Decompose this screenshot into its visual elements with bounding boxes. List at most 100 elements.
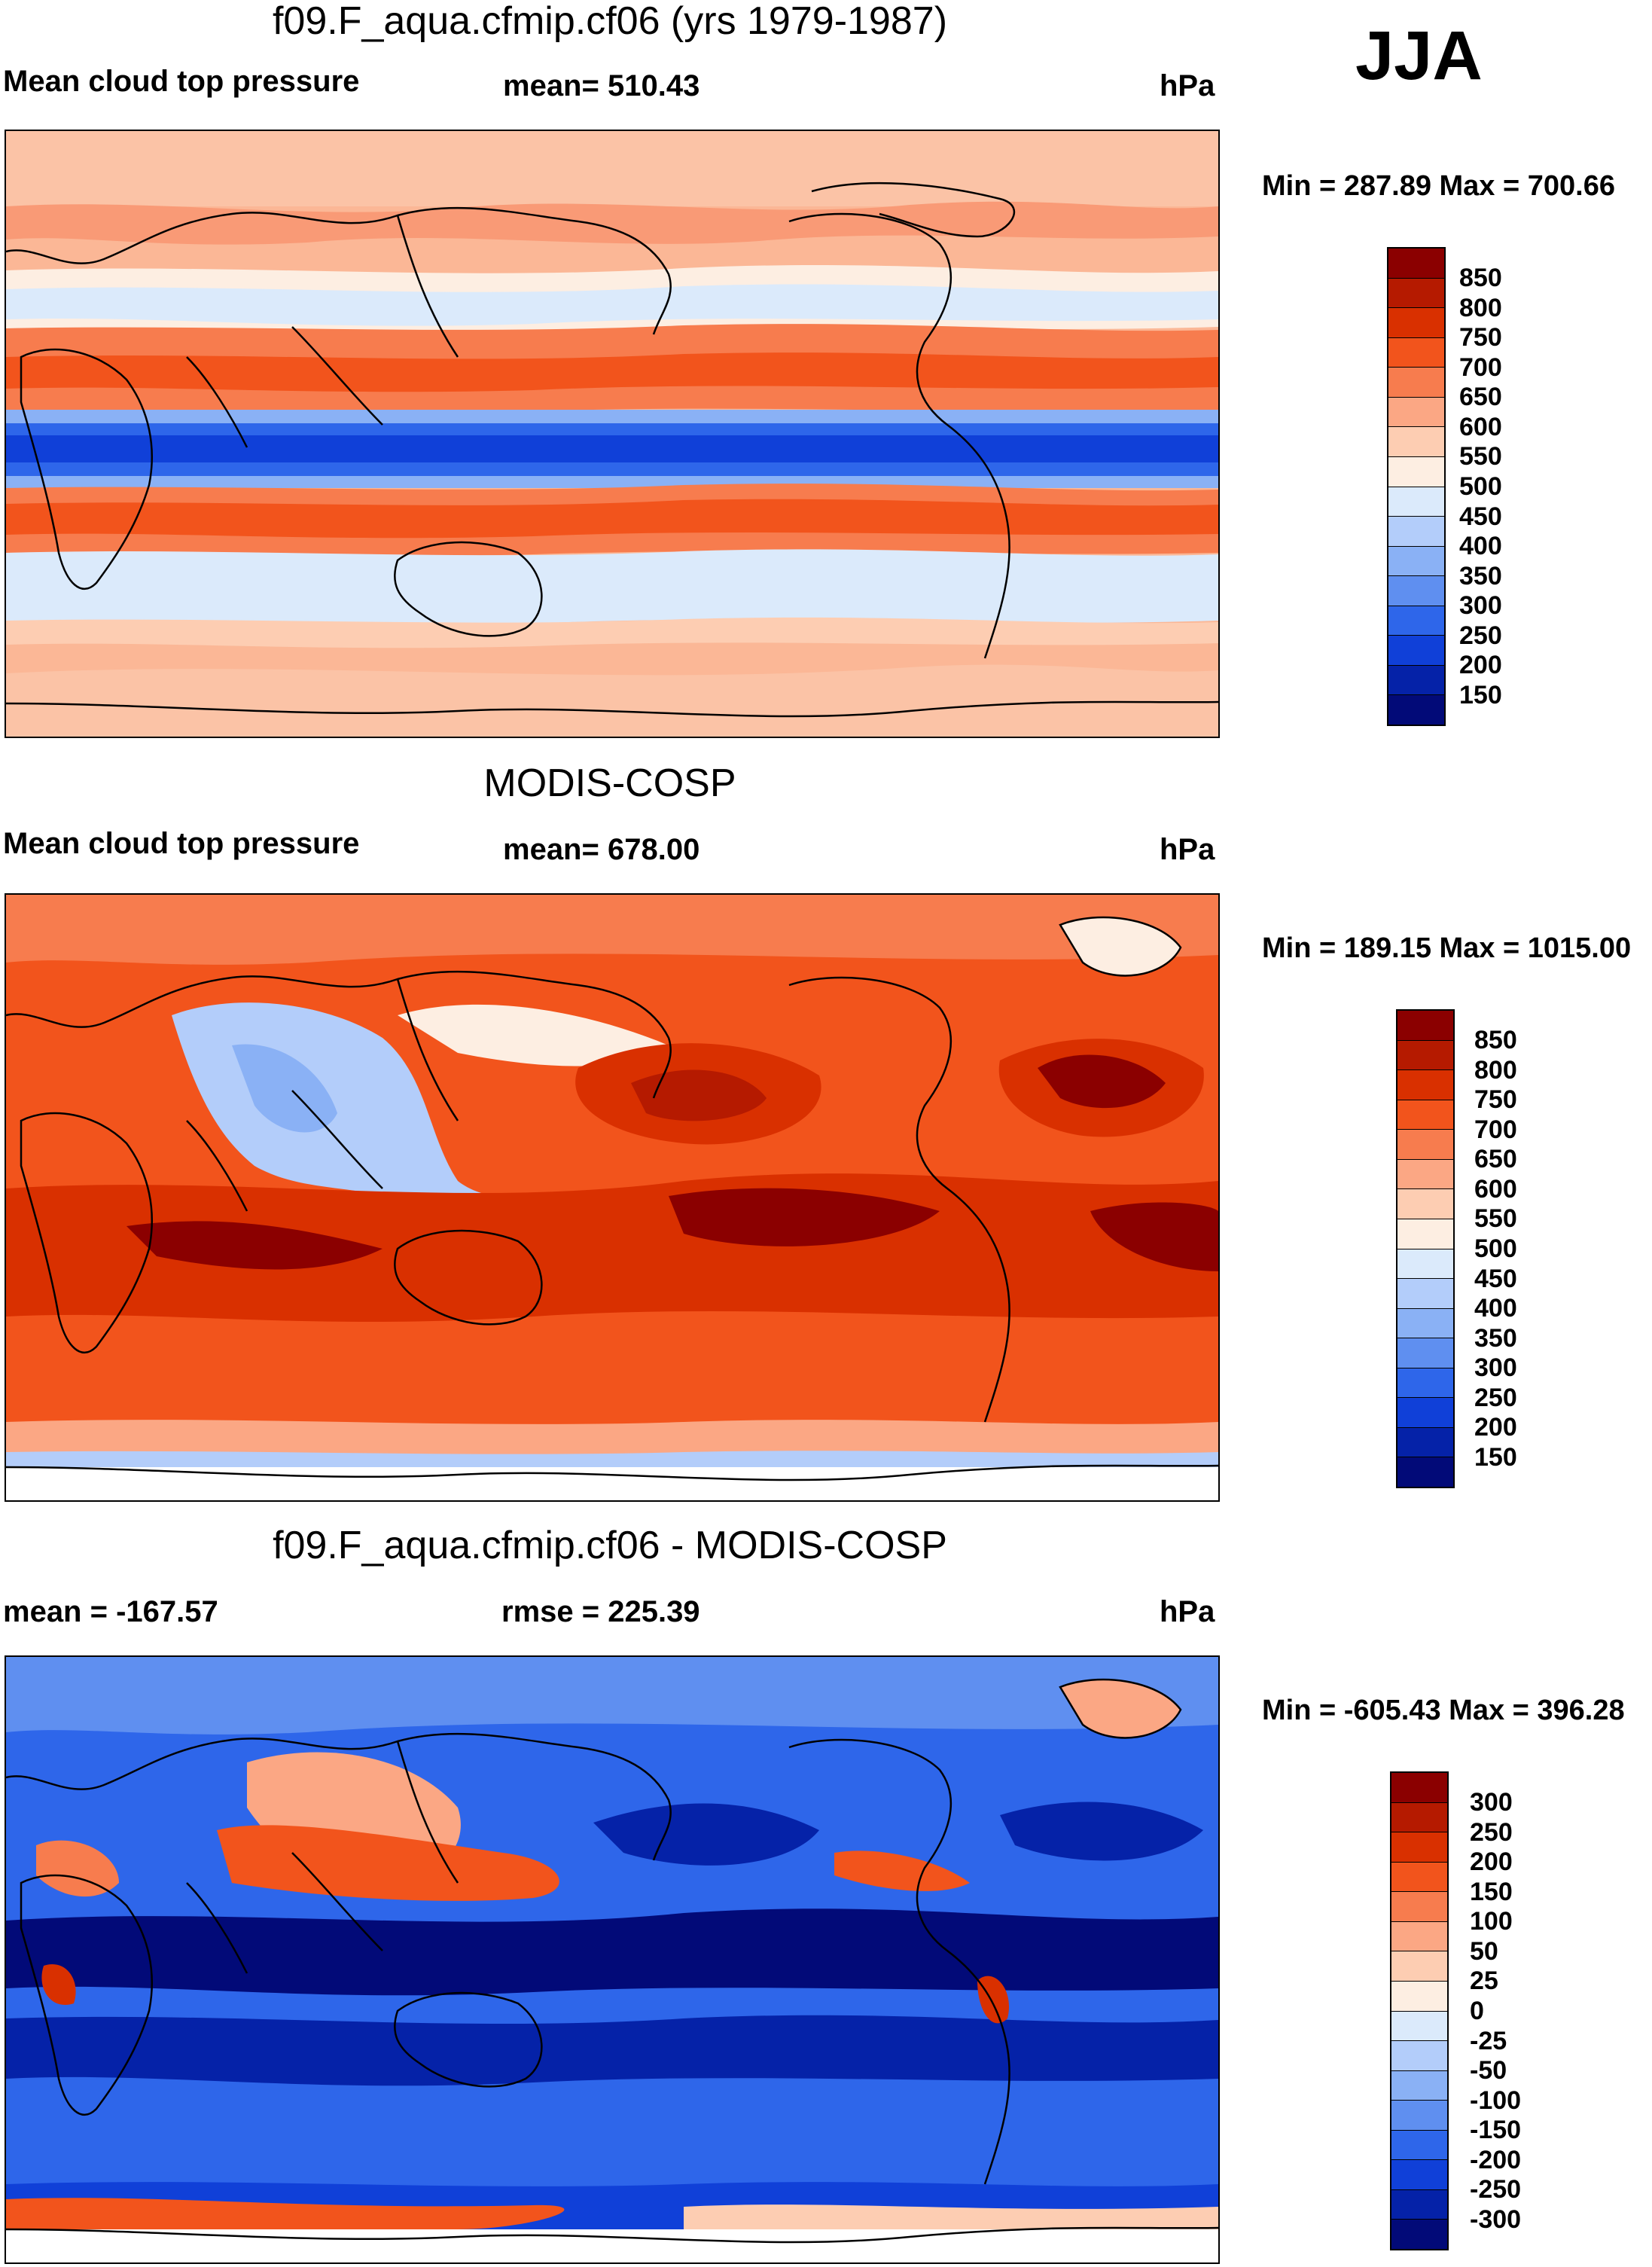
colorbar-swatch: [1391, 1773, 1447, 1803]
colorbar-swatch: [1388, 487, 1444, 517]
colorbar-swatch: [1391, 1862, 1447, 1893]
panel-1-units: hPa: [1160, 69, 1215, 102]
panel-1-map: [5, 130, 1220, 738]
colorbar-swatch: [1388, 427, 1444, 457]
panel-3-title: f09.F_aqua.cfmip.cf06 - MODIS-COSP: [273, 1524, 947, 1567]
colorbar-swatch: [1388, 606, 1444, 636]
panel-3-colorbar-ticks: 300 250 200 150 100 50 25 0 -25 -50 -100 -150 -200 -2…: [1470, 1789, 1521, 2232]
panel-3-contour-field: [6, 1657, 1218, 2262]
colorbar-tick-label: 800: [1459, 293, 1502, 322]
colorbar-tick-label: 750: [1459, 323, 1502, 352]
panel-3-units: hPa: [1160, 1595, 1215, 1628]
colorbar-tick-label: -300: [1470, 2204, 1522, 2234]
panel-2-mean: mean= 678.00: [503, 833, 700, 866]
panel-3-map: [5, 1655, 1220, 2264]
colorbar-tick-label: 700: [1474, 1115, 1517, 1144]
colorbar-tick-label: 150: [1474, 1442, 1517, 1472]
colorbar-swatch: [1388, 456, 1444, 487]
colorbar-swatch: [1388, 665, 1444, 696]
colorbar-swatch: [1391, 2041, 1447, 2071]
colorbar-swatch: [1388, 368, 1444, 398]
colorbar-tick-label: 550: [1474, 1204, 1517, 1234]
panel-2-units: hPa: [1160, 833, 1215, 866]
colorbar-swatch: [1391, 2011, 1447, 2042]
colorbar-swatch: [1397, 1100, 1453, 1130]
colorbar-tick-label: 800: [1474, 1055, 1517, 1085]
colorbar-swatch: [1397, 1368, 1453, 1399]
colorbar-tick-label: 650: [1474, 1145, 1517, 1174]
colorbar-swatch: [1397, 1130, 1453, 1160]
colorbar-swatch: [1391, 2160, 1447, 2190]
panel-1-title: f09.F_aqua.cfmip.cf06 (yrs 1979-1987): [272, 0, 948, 43]
colorbar-tick-label: 600: [1459, 412, 1502, 441]
colorbar-tick-label: 150: [1459, 680, 1502, 709]
panel-3-minmax: Min = -605.43 Max = 396.28: [1262, 1695, 1625, 1726]
panel-2-left-label: Mean cloud top pressure: [3, 827, 360, 860]
colorbar-swatch: [1391, 1802, 1447, 1833]
colorbar-tick-label: 550: [1459, 442, 1502, 471]
colorbar-swatch: [1397, 1338, 1453, 1368]
colorbar-tick-label: 850: [1459, 264, 1502, 292]
panel-1-mean: mean= 510.43: [503, 69, 700, 102]
colorbar-tick-label: 200: [1459, 651, 1502, 680]
colorbar-swatch: [1391, 2189, 1447, 2220]
colorbar-tick-label: 250: [1474, 1383, 1517, 1412]
colorbar-swatch: [1397, 1308, 1453, 1339]
colorbar-swatch: [1391, 1981, 1447, 2012]
colorbar-tick-label: -50: [1470, 2056, 1507, 2085]
colorbar-swatch: [1397, 1279, 1453, 1309]
colorbar-tick-label: 50: [1470, 1936, 1498, 1966]
colorbar-swatch: [1391, 1951, 1447, 1982]
colorbar-tick-label: -150: [1470, 2116, 1522, 2145]
colorbar-swatch: [1391, 2220, 1447, 2249]
colorbar-swatch: [1397, 1219, 1453, 1249]
colorbar-swatch: [1391, 1832, 1447, 1863]
colorbar-swatch: [1388, 517, 1444, 547]
panel-2-contour-field: [6, 895, 1218, 1500]
colorbar-tick-label: 500: [1474, 1234, 1517, 1263]
colorbar-tick-label: 0: [1470, 1996, 1484, 2025]
panel-2-colorbar: [1396, 1009, 1455, 1488]
colorbar-tick-label: 400: [1474, 1294, 1517, 1323]
colorbar-tick-label: -200: [1470, 2145, 1522, 2174]
panel-3-mean: mean = -167.57: [3, 1595, 218, 1628]
colorbar-swatch: [1397, 1159, 1453, 1190]
panel-3-rmse: rmse = 225.39: [501, 1595, 700, 1628]
colorbar-swatch: [1397, 1457, 1453, 1487]
colorbar-swatch: [1397, 1011, 1453, 1041]
colorbar-swatch: [1388, 546, 1444, 577]
panel-1-coastlines: [6, 182, 1218, 718]
colorbar-swatch: [1391, 2130, 1447, 2161]
colorbar-swatch: [1397, 1189, 1453, 1219]
colorbar-tick-label: 650: [1459, 383, 1502, 412]
colorbar-swatch: [1388, 337, 1444, 368]
colorbar-swatch: [1388, 249, 1444, 279]
colorbar-tick-label: 350: [1459, 561, 1502, 590]
colorbar-swatch: [1388, 636, 1444, 666]
panel-1-colorbar-ticks: 850 800 750 700 650 600 550 500 450 400 350 300 250 2…: [1459, 265, 1502, 708]
colorbar-swatch: [1388, 576, 1444, 606]
colorbar-tick-label: -250: [1470, 2175, 1522, 2204]
colorbar-swatch: [1391, 1921, 1447, 1952]
colorbar-tick-label: 350: [1474, 1323, 1517, 1353]
panel-2-map: [5, 893, 1220, 1502]
colorbar-swatch: [1388, 695, 1444, 725]
colorbar-tick-label: 250: [1459, 621, 1502, 650]
panel-3-coastlines: [6, 1678, 1218, 2244]
colorbar-swatch: [1397, 1427, 1453, 1458]
colorbar-tick-label: 450: [1459, 502, 1502, 531]
colorbar-swatch: [1397, 1398, 1453, 1428]
panel-2-colorbar-ticks: 850 800 750 700 650 600 550 500 450 400 350 300 250 2…: [1474, 1027, 1517, 1470]
panel-1-left-label: Mean cloud top pressure: [3, 65, 360, 98]
colorbar-swatch: [1388, 278, 1444, 309]
colorbar-tick-label: 25: [1470, 1966, 1498, 1996]
colorbar-tick-label: 300: [1459, 591, 1502, 621]
season-label: JJA: [1355, 17, 1483, 94]
colorbar-swatch: [1397, 1070, 1453, 1100]
colorbar-tick-label: 600: [1474, 1174, 1517, 1204]
colorbar-tick-label: 200: [1474, 1413, 1517, 1442]
colorbar-tick-label: 700: [1459, 352, 1502, 382]
colorbar-tick-label: 450: [1474, 1264, 1517, 1293]
colorbar-tick-label: 300: [1470, 1788, 1513, 1817]
colorbar-tick-label: 100: [1470, 1907, 1513, 1936]
